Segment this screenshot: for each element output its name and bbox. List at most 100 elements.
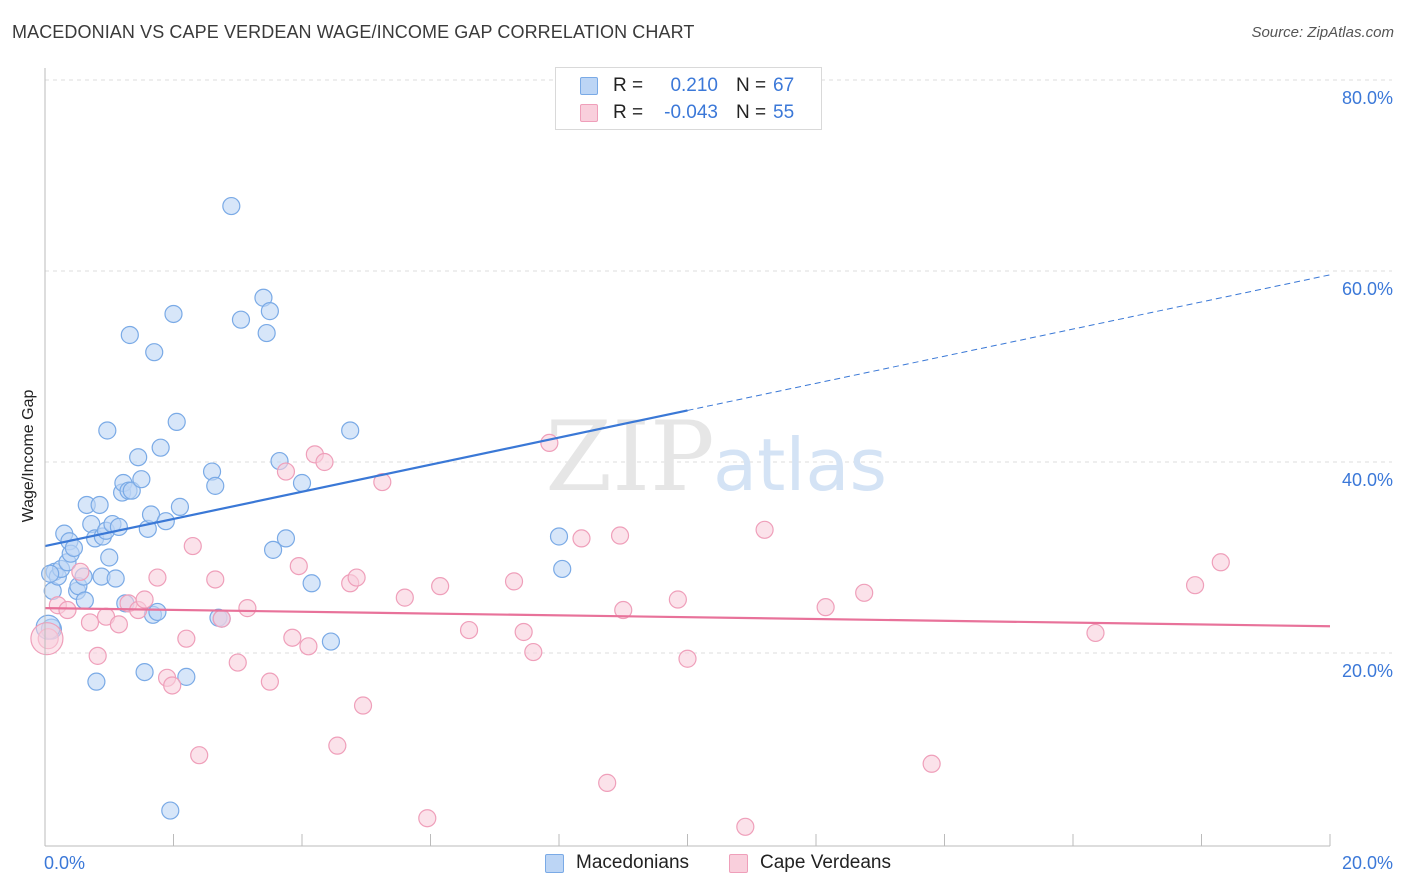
macedonian-point <box>90 495 109 515</box>
legend-label: Macedonians <box>576 852 690 873</box>
n-label: N = <box>736 75 767 96</box>
source-label: Source: ZipAtlas.com <box>1251 24 1394 41</box>
trend-lines <box>44 274 1331 628</box>
cape-verdean-point <box>678 649 697 668</box>
cape-verdean-point <box>206 570 225 589</box>
cape-verdean-point <box>755 520 774 539</box>
macedonian-point <box>553 559 572 579</box>
macedonian-point <box>161 801 180 820</box>
cape-verdean-point <box>504 572 524 591</box>
cape-verdean-point <box>58 600 77 620</box>
macedonian-point <box>129 448 148 467</box>
macedonian-point <box>302 574 321 593</box>
cape-verdean-point <box>373 472 392 492</box>
macedonian-trend-line <box>44 409 688 548</box>
macedonian-point <box>164 304 183 324</box>
x-tick-label: 20.0% <box>1342 853 1393 873</box>
cape-verdean-point <box>71 562 90 581</box>
macedonian-point <box>132 470 151 489</box>
cape-verdean-point <box>315 452 334 472</box>
correlation-legend: R = 0.210 N = 67 R = -0.043 N = 55 <box>555 67 822 130</box>
r-value: -0.043 <box>664 102 718 123</box>
cape-verdean-point <box>30 622 64 656</box>
macedonian-point <box>41 564 60 583</box>
watermark-zip: ZIP <box>545 401 714 513</box>
macedonian-point <box>263 540 283 559</box>
macedonian-point <box>87 672 106 691</box>
y-tick-label: 20.0% <box>1342 661 1393 681</box>
macedonian-point <box>151 438 170 457</box>
cape-verdean-point <box>1185 576 1205 595</box>
cape-verdean-point <box>395 588 414 607</box>
cape-verdean-point <box>1211 553 1230 572</box>
macedonian-point <box>321 632 341 651</box>
cape-verdean-point <box>163 676 182 695</box>
macedonian-point <box>260 302 279 321</box>
cape-verdean-point <box>668 590 687 609</box>
legend-swatch-blue <box>545 854 564 873</box>
macedonian-point <box>167 412 186 431</box>
legend-row-macedonians: R = 0.210 N = 67 <box>556 74 821 100</box>
cape-verdean-point <box>328 736 347 755</box>
cape-verdean-point <box>183 536 202 556</box>
cape-verdean-point <box>418 809 437 828</box>
macedonian-point <box>177 667 196 686</box>
cape-verdean-point <box>736 817 755 836</box>
cape-verdean-point <box>289 556 308 576</box>
macedonian-point <box>257 323 276 343</box>
axes: 20.0% 40.0% 60.0% 80.0% 0.0% 20.0% <box>44 68 1393 873</box>
macedonian-point <box>109 517 128 537</box>
macedonian-point <box>148 602 167 622</box>
cape-verdean-point <box>514 622 533 642</box>
cape-verdean-point <box>353 696 373 715</box>
series-cape-verdeans <box>30 433 1230 836</box>
cape-verdean-point <box>431 577 450 596</box>
cape-verdean-point <box>922 754 941 773</box>
cape-verdean-point <box>109 615 128 634</box>
macedonian-point <box>98 421 117 440</box>
cape-verdean-point <box>135 590 154 609</box>
cape-verdean-point <box>212 609 231 628</box>
cape-verdean-point <box>88 646 107 665</box>
cape-verdean-point <box>540 433 559 452</box>
chart-title: MACEDONIAN VS CAPE VERDEAN WAGE/INCOME G… <box>12 22 695 42</box>
watermark-atlas: atlas <box>713 423 887 507</box>
cape-verdean-point <box>610 526 630 545</box>
macedonian-point <box>276 529 296 548</box>
macedonian-point <box>222 196 241 216</box>
cape-verdean-point <box>598 773 617 792</box>
cape-verdean-point <box>459 620 479 640</box>
macedonian-point <box>120 325 139 345</box>
series-macedonians <box>35 196 572 820</box>
cape-verdean-point <box>177 629 196 648</box>
y-tick-label: 40.0% <box>1342 470 1393 490</box>
y-tick-label: 60.0% <box>1342 279 1393 299</box>
cape-verdean-point <box>238 599 257 618</box>
cape-verdean-point <box>1086 623 1105 643</box>
n-value: 55 <box>773 102 795 123</box>
y-tick-label: 80.0% <box>1342 88 1393 108</box>
legend-swatch-blue <box>580 77 598 95</box>
macedonian-point <box>106 569 125 588</box>
legend-swatch-pink <box>580 104 598 122</box>
legend-row-cape-verdeans: R = -0.043 N = 55 <box>556 101 821 127</box>
n-value: 67 <box>773 75 795 96</box>
macedonian-point <box>206 476 225 495</box>
macedonian-point <box>145 343 164 362</box>
n-label: N = <box>736 102 767 123</box>
macedonian-trend-extension <box>687 274 1331 411</box>
r-label: R = <box>613 102 644 123</box>
macedonian-point <box>100 548 119 567</box>
cape-verdean-point <box>572 529 591 548</box>
macedonian-point <box>170 497 190 516</box>
cape-verdean-point <box>276 462 296 481</box>
x-tick-label: 0.0% <box>44 853 85 873</box>
cape-verdean-point <box>260 672 279 691</box>
macedonian-point <box>135 662 154 682</box>
legend-label: Cape Verdeans <box>760 852 891 873</box>
cape-verdean-point <box>148 568 167 587</box>
cape-verdean-point <box>228 653 247 672</box>
cape-verdean-point <box>524 642 543 662</box>
cape-verdean-point <box>816 598 835 617</box>
cape-verdean-point <box>190 746 209 765</box>
